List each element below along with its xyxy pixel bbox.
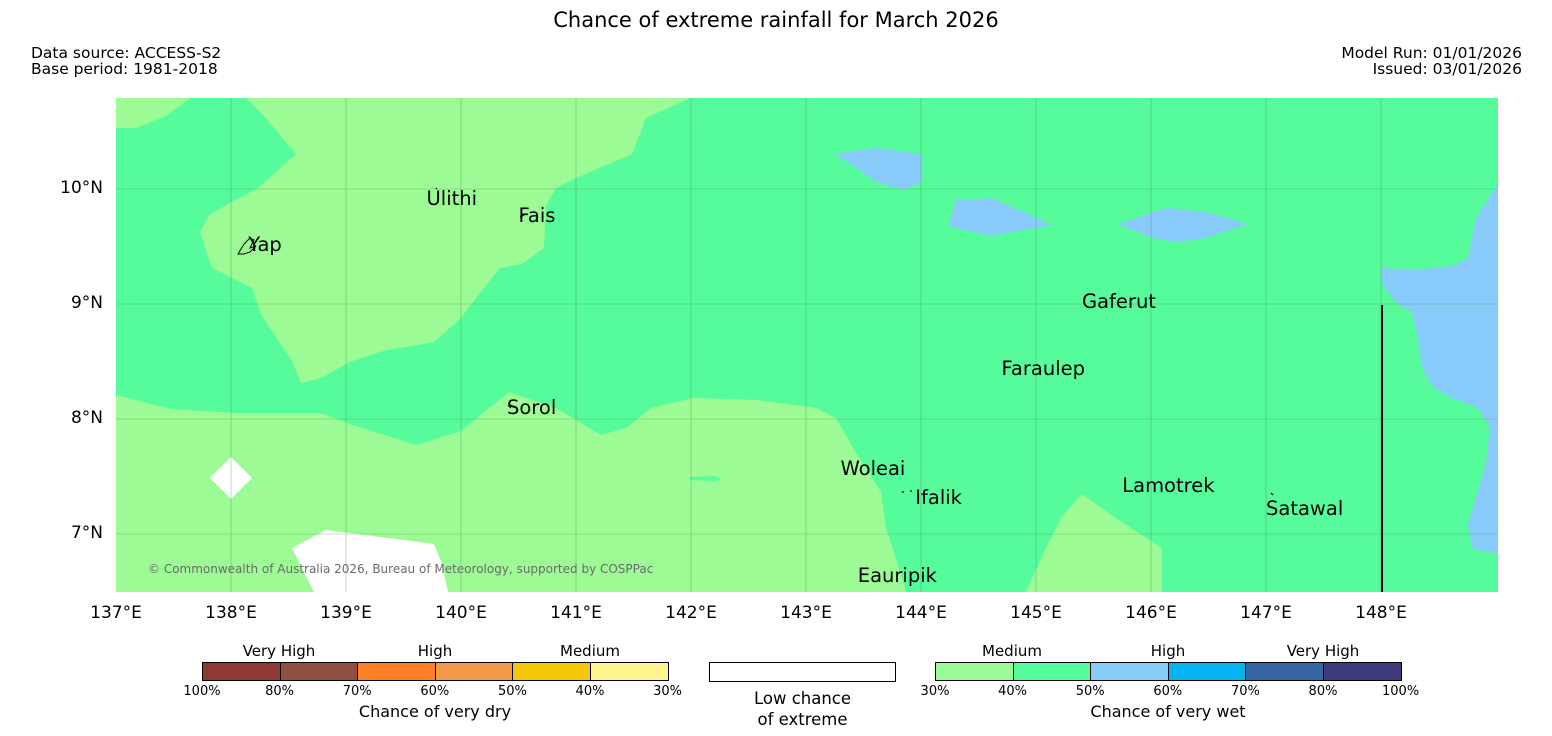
fais-island-mark (519, 214, 525, 218)
dry-legend-tick: 30% (653, 684, 683, 699)
dry-legend-tick: 80% (265, 684, 295, 699)
dry-legend-tick: 60% (420, 684, 450, 699)
low-chance-caption: Low chance of extreme (709, 688, 896, 730)
low-chance-line1: Low chance (753, 689, 852, 708)
dry-legend-swatch (590, 662, 669, 681)
lon-tick-label: 146°E (1125, 603, 1177, 623)
ulithi-island-mark (435, 187, 438, 190)
lat-tick-label: 7°N (70, 523, 103, 543)
dry-legend-tick: 40% (575, 684, 605, 699)
wet-category-very-high: Very High (1286, 642, 1360, 660)
wet-category-medium: Medium (982, 642, 1042, 660)
place-label-ifalik: Ifalik (915, 485, 962, 509)
place-label-gaferut: Gaferut (1082, 290, 1156, 313)
wet-legend-swatch (1012, 662, 1092, 681)
dry-legend-swatch (434, 662, 514, 681)
place-label-satawal: Satawal (1266, 497, 1344, 520)
lon-tick-label: 144°E (895, 603, 947, 623)
zone-medium-30-40-north (116, 98, 690, 383)
dry-legend-tick: 100% (183, 684, 221, 699)
place-label-ulithi: Ulithi (426, 186, 478, 210)
place-label-woleai: Woleai (840, 456, 906, 480)
low-chance-swatch (709, 662, 896, 682)
meta-right: Model Run: 01/01/2026 Issued: 03/01/2026 (1341, 45, 1522, 77)
zone-small-blob (690, 476, 722, 481)
wet-legend-tick: 60% (1153, 684, 1183, 699)
zone-high-50-60-b (948, 198, 1052, 236)
place-label-eauripik: Eauripik (857, 563, 937, 587)
issued-date: Issued: 03/01/2026 (1372, 60, 1522, 78)
dry-legend-swatch (357, 662, 436, 681)
dry-legend-swatch (512, 662, 591, 681)
model-run: Model Run: 01/01/2026 (1341, 44, 1522, 62)
lon-tick-label: 141°E (550, 603, 602, 623)
wet-legend-tick: 50% (1075, 684, 1105, 699)
lat-tick-label: 10°N (60, 178, 103, 198)
zone-low-chance-b (292, 530, 448, 592)
satawal-island-mark (1270, 492, 1274, 496)
rainfall-map[interactable] (116, 98, 1498, 592)
lat-tick-label: 9°N (70, 293, 103, 313)
gridlines (116, 98, 1498, 592)
dry-category-medium: Medium (560, 642, 620, 660)
dry-category-high: High (417, 642, 453, 660)
data-source: Data source: ACCESS-S2 (31, 44, 222, 62)
page-title: Chance of extreme rainfall for March 202… (553, 8, 999, 32)
lon-tick-label: 145°E (1010, 603, 1062, 623)
zone-medium-30-40-east (1026, 494, 1162, 592)
lon-tick-label: 148°E (1355, 603, 1407, 623)
zone-high-50-60-d (1382, 183, 1498, 554)
lon-tick-label: 142°E (665, 603, 717, 623)
wet-legend-swatch (1167, 662, 1247, 681)
wet-legend-swatch (1323, 662, 1402, 681)
zone-high-50-60-c (1118, 208, 1248, 242)
place-label-faraulep: Faraulep (1001, 356, 1086, 380)
meta-left: Data source: ACCESS-S2 Base period: 1981… (31, 45, 221, 77)
lon-tick-label: 140°E (435, 603, 487, 623)
sorol-island-mark (507, 404, 512, 409)
copyright-notice: © Commonwealth of Australia 2026, Bureau… (148, 562, 654, 576)
dry-legend-tick: 50% (497, 684, 527, 699)
ifalik-island-mark (902, 490, 912, 493)
place-label-fais: Fais (518, 203, 556, 227)
wet-legend-tick: 80% (1308, 684, 1338, 699)
lon-tick-label: 138°E (205, 603, 257, 623)
lon-tick-label: 147°E (1240, 603, 1292, 623)
wet-legend-swatch (935, 662, 1014, 681)
lon-tick-label: 143°E (780, 603, 832, 623)
base-period: Base period: 1981-2018 (31, 60, 218, 78)
wet-caption: Chance of very wet (1090, 702, 1246, 721)
zone-high-50-60-a (834, 148, 922, 190)
wet-category-high: High (1150, 642, 1186, 660)
dry-legend-swatch (279, 662, 359, 681)
place-label-lamotrek: Lamotrek (1122, 474, 1215, 497)
wet-legend-swatch (1245, 662, 1324, 681)
wet-legend-tick: 40% (998, 684, 1028, 699)
place-label-yap: Yap (248, 232, 282, 256)
dry-legend-swatch (202, 662, 281, 681)
lon-tick-label: 137°E (90, 603, 142, 623)
wet-legend-tick: 100% (1382, 684, 1420, 699)
wet-legend-swatch (1090, 662, 1169, 681)
yap-island-outline (237, 237, 257, 255)
dry-legend-tick: 70% (342, 684, 372, 699)
dry-caption: Chance of very dry (358, 702, 512, 721)
lon-tick-label: 139°E (320, 603, 372, 623)
wet-legend-tick: 30% (920, 684, 950, 699)
low-chance-line2: of extreme (757, 710, 848, 729)
place-label-sorol: Sorol (507, 395, 557, 419)
wet-legend-tick: 70% (1230, 684, 1260, 699)
lat-tick-label: 8°N (70, 408, 103, 428)
dry-category-very-high: Very High (242, 642, 316, 660)
